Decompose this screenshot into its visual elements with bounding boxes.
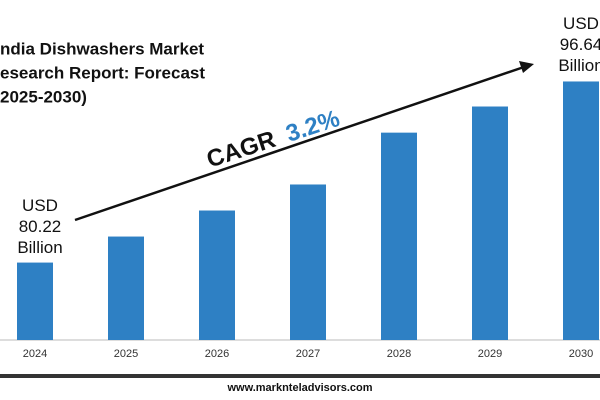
trend-arrow bbox=[74, 65, 525, 222]
chart-title: esearch Report: Forecast bbox=[0, 63, 205, 82]
bar bbox=[290, 184, 326, 340]
arrow-head bbox=[519, 61, 534, 73]
bar bbox=[199, 210, 235, 340]
bar bbox=[381, 132, 417, 340]
footer-rule bbox=[0, 374, 600, 378]
x-tick-label: 2028 bbox=[387, 348, 411, 360]
value-label: USD 96.64 Billion bbox=[558, 14, 600, 76]
cagr-label: CAGR bbox=[203, 126, 279, 174]
cagr-value: 3.2% bbox=[283, 105, 343, 148]
bar bbox=[17, 262, 53, 340]
bar bbox=[472, 106, 508, 340]
cagr-annotation: CAGR 3.2% bbox=[203, 105, 343, 173]
x-tick-label: 2029 bbox=[478, 348, 502, 360]
chart-title: 2025-2030) bbox=[0, 87, 87, 106]
x-tick-label: 2024 bbox=[23, 348, 47, 360]
footer: www.marknteladvisors.com bbox=[226, 382, 372, 394]
bar bbox=[563, 81, 599, 341]
x-tick-label: 2027 bbox=[296, 348, 320, 360]
x-tick-label: 2025 bbox=[114, 348, 138, 360]
value-label: USD 80.22 Billion bbox=[17, 195, 63, 257]
x-tick-label: 2026 bbox=[205, 348, 229, 360]
bar bbox=[108, 236, 144, 340]
chart-title: ndia Dishwashers Market bbox=[0, 39, 204, 58]
x-tick-label: 2030 bbox=[569, 348, 593, 360]
